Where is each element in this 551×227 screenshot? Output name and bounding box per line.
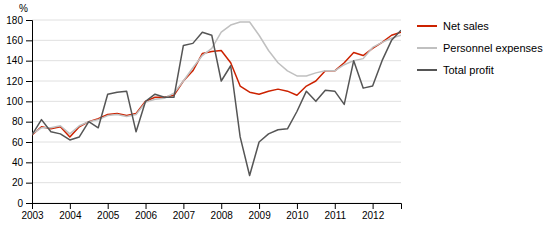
y-tick-label: 120 bbox=[6, 76, 23, 87]
x-tick-mark bbox=[146, 203, 147, 209]
x-tick-mark bbox=[221, 203, 222, 209]
y-tick: 40 bbox=[12, 157, 32, 168]
legend-item: Total profit bbox=[417, 64, 494, 76]
x-tick-mark bbox=[373, 203, 374, 209]
legend-item: Net sales bbox=[417, 20, 489, 32]
y-tick-mark bbox=[26, 40, 32, 41]
legend-item: Personnel expenses bbox=[417, 42, 543, 54]
x-tick-mark bbox=[183, 203, 184, 209]
y-tick-mark bbox=[26, 61, 32, 62]
legend-label: Personnel expenses bbox=[443, 42, 543, 54]
grid-line bbox=[32, 20, 401, 21]
y-tick-mark bbox=[26, 142, 32, 143]
y-tick-label: 80 bbox=[12, 116, 24, 127]
x-axis-line bbox=[33, 204, 402, 210]
x-tick-mark bbox=[297, 203, 298, 209]
y-tick: 100 bbox=[6, 96, 32, 107]
y-tick: 20 bbox=[12, 177, 32, 188]
y-tick-label: 0 bbox=[17, 198, 23, 209]
legend-swatch bbox=[417, 25, 437, 27]
x-tick-label: 2008 bbox=[211, 210, 234, 221]
plot: 0 20 40 60 80 100 120 140 160 180 2003 2004 2005 2006… bbox=[6, 15, 401, 221]
y-tick: 60 bbox=[12, 137, 32, 148]
y-tick: 140 bbox=[6, 55, 32, 66]
y-tick-label: 100 bbox=[6, 96, 23, 107]
x-axis: 2003 2004 2005 2006 2007 2008 2009 2010 2011 2012 bbox=[21, 203, 401, 221]
legend-swatch bbox=[417, 69, 437, 71]
x-tick-label: 2009 bbox=[248, 210, 271, 221]
x-tick: 2009 bbox=[248, 203, 271, 221]
x-tick-label: 2003 bbox=[21, 210, 44, 221]
x-tick-mark bbox=[335, 203, 336, 209]
x-tick-mark bbox=[259, 203, 260, 209]
y-axis-line bbox=[26, 21, 33, 204]
y-tick-label: 20 bbox=[12, 177, 24, 188]
legend-label: Net sales bbox=[443, 20, 489, 32]
series-line bbox=[32, 32, 401, 137]
x-tick: 2007 bbox=[173, 203, 196, 221]
y-tick-label: 60 bbox=[12, 137, 24, 148]
x-tick-label: 2012 bbox=[362, 210, 385, 221]
legend: Net sales Personnel expenses Total profit bbox=[417, 20, 543, 76]
x-tick-label: 2004 bbox=[59, 210, 82, 221]
legend-swatch bbox=[417, 47, 437, 49]
grid bbox=[32, 20, 401, 203]
y-tick-mark bbox=[26, 162, 32, 163]
y-label: % bbox=[19, 3, 28, 14]
y-tick: 160 bbox=[6, 35, 32, 46]
y-tick: 80 bbox=[12, 116, 32, 127]
grid-line bbox=[32, 182, 401, 183]
x-tick: 2005 bbox=[97, 203, 120, 221]
chart: 0 20 40 60 80 100 120 140 160 180 2003 2004 2005 2006… bbox=[0, 0, 551, 227]
y-tick: 120 bbox=[6, 76, 32, 87]
x-tick: 2006 bbox=[135, 203, 158, 221]
y-tick-mark bbox=[26, 122, 32, 123]
x-tick: 2011 bbox=[325, 203, 347, 221]
y-tick: 0 bbox=[17, 198, 32, 209]
x-tick-label: 2007 bbox=[173, 210, 196, 221]
x-tick: 2012 bbox=[362, 203, 385, 221]
x-tick-mark bbox=[70, 203, 71, 209]
x-tick-label: 2005 bbox=[97, 210, 120, 221]
grid-line bbox=[32, 162, 401, 163]
series-line bbox=[32, 22, 401, 134]
y-tick-label: 40 bbox=[12, 157, 24, 168]
series-line bbox=[32, 30, 401, 175]
y-tick-label: 140 bbox=[6, 55, 23, 66]
y-tick-mark bbox=[26, 183, 32, 184]
x-tick-label: 2006 bbox=[135, 210, 158, 221]
x-tick-label: 2010 bbox=[286, 210, 309, 221]
y-tick-label: 180 bbox=[6, 15, 23, 26]
grid-line bbox=[32, 142, 401, 143]
y-tick-mark bbox=[26, 203, 32, 204]
grid-line bbox=[32, 81, 401, 82]
y-axis: 0 20 40 60 80 100 120 140 160 180 bbox=[6, 15, 32, 209]
lines bbox=[32, 22, 401, 176]
x-tick-mark bbox=[32, 203, 33, 209]
y-tick-mark bbox=[26, 20, 32, 21]
x-tick: 2010 bbox=[286, 203, 309, 221]
x-tick: 2004 bbox=[59, 203, 82, 221]
y-tick-mark bbox=[26, 101, 32, 102]
x-tick-label: 2011 bbox=[325, 210, 347, 221]
legend-label: Total profit bbox=[443, 64, 494, 76]
y-tick-label: 160 bbox=[6, 35, 23, 46]
x-tick: 2008 bbox=[211, 203, 234, 221]
x-tick: 2003 bbox=[21, 203, 44, 221]
y-tick-mark bbox=[26, 81, 32, 82]
y-tick: 180 bbox=[6, 15, 32, 26]
x-tick-mark bbox=[108, 203, 109, 209]
